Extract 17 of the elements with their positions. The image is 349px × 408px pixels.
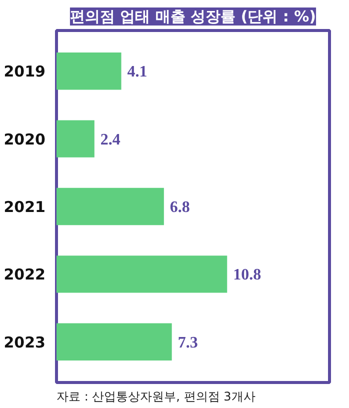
bar <box>56 52 122 90</box>
data-label: 6.8 <box>170 199 190 216</box>
y-tick-label: 2019 <box>4 62 46 81</box>
bar <box>56 323 172 360</box>
y-tick-label: 2022 <box>4 266 46 284</box>
data-label: 10.8 <box>233 266 262 284</box>
bar <box>56 120 94 158</box>
y-tick-label: 2021 <box>4 198 46 216</box>
data-label: 7.3 <box>178 334 198 352</box>
y-tick-label: 2023 <box>4 333 46 352</box>
bar <box>56 188 164 226</box>
bar <box>56 256 228 293</box>
y-tick-label: 2020 <box>4 130 46 148</box>
data-label: 4.1 <box>127 64 148 81</box>
chart-title: 편의점 업태 매출 성장률 (단위 : %) <box>70 8 316 26</box>
text: 자료 : 산업통상자원부, 편의점 3개사 <box>56 390 256 404</box>
data-label: 2.4 <box>100 131 120 148</box>
